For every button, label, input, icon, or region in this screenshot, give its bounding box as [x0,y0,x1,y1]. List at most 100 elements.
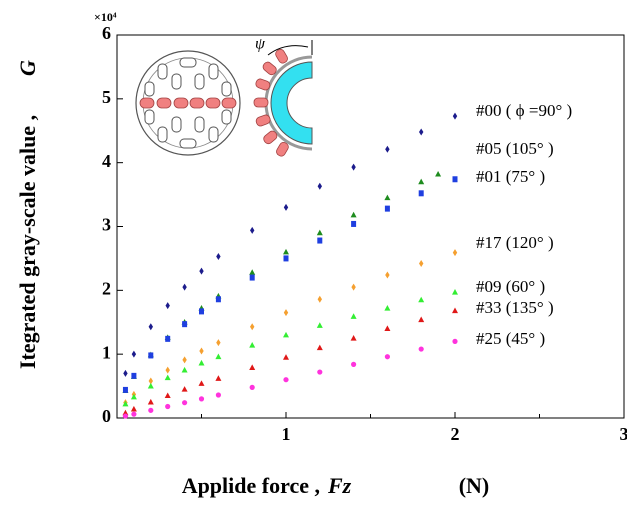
x-label: Applide force , [182,473,320,498]
inset-slot [144,81,155,97]
inset-sensor [189,97,205,109]
point [351,163,356,171]
inset-ring [270,61,313,145]
inset-slot [144,109,155,125]
point [165,302,170,310]
point [215,375,222,381]
inset-slot [221,81,232,97]
y-multiplier: ×10⁴ [94,10,117,24]
point [351,361,357,367]
x-label-unit: (N) [459,473,490,498]
y-label: Itegrated gray-scale value , [15,115,40,369]
point [283,377,289,383]
x-tick-label: 1 [282,424,291,444]
point [350,313,357,319]
point [216,339,221,347]
inset-sensor [262,61,277,76]
series-label: #00 ( ϕ =90° ) [476,101,572,120]
point [198,380,205,386]
point [199,267,204,275]
inset-slot [157,63,168,80]
inset-slot [194,73,205,90]
point [215,353,222,360]
x-tick-label: 3 [620,424,627,444]
point [452,249,458,257]
inset-slot [157,126,168,143]
point [130,405,137,412]
inset-angle-label: ψ [255,36,266,53]
point [164,374,171,381]
point [199,308,204,315]
point [418,178,425,185]
point [122,413,129,419]
point [385,271,390,279]
y-axis-label: Itegrated gray-scale value , G [15,60,40,369]
inset-sensor [156,97,172,109]
point [165,403,171,410]
point [418,346,424,352]
x-tick-label: 2 [451,424,460,444]
series-label: #09 (60° ) [476,277,545,296]
point [182,356,187,364]
point [182,400,188,406]
point [317,182,322,190]
point [131,350,137,358]
point [181,366,188,373]
series-label: #17 (120° ) [476,233,554,252]
point [165,335,171,342]
point [384,194,391,201]
series-label: #25 (45° ) [476,329,545,348]
point [215,392,221,398]
point [181,386,188,392]
point [384,354,390,360]
inset-sensor [221,97,237,109]
inset-slot [208,63,219,80]
point [384,325,391,332]
point [198,359,205,366]
point [435,170,442,177]
point [123,369,128,377]
y-tick-label: 0 [102,406,111,426]
point [250,323,255,331]
point [317,369,323,375]
point [199,347,204,355]
point [122,409,129,416]
point [283,203,289,211]
x-label-symbol: Fz [327,473,352,498]
point [384,205,390,212]
point [385,145,390,153]
point [350,335,357,341]
inset-sensor [253,97,269,108]
point [148,407,154,413]
inset-sensor [139,97,155,109]
point [122,400,129,407]
point [131,411,137,417]
series-label: #05 (105° ) [476,139,554,158]
point [215,296,221,303]
point [283,354,289,360]
inset-slot [194,116,205,133]
point [317,237,323,244]
y-tick-label: 1 [102,342,111,362]
point [452,289,458,295]
series-label: #33 (135° ) [476,298,554,317]
point [283,255,289,262]
point [147,382,154,389]
y-tick-label: 3 [102,215,111,235]
point [452,338,458,344]
point [418,296,425,303]
y-tick-label: 5 [102,87,111,107]
point [351,283,356,291]
point [452,112,458,120]
inset-slot [179,138,197,149]
point [316,229,323,236]
y-label-symbol: G [15,60,40,76]
point [216,253,221,261]
point [249,274,255,281]
point [317,295,322,303]
point [122,386,128,393]
point [452,307,458,314]
inset-slot [171,116,182,133]
point [249,342,256,348]
